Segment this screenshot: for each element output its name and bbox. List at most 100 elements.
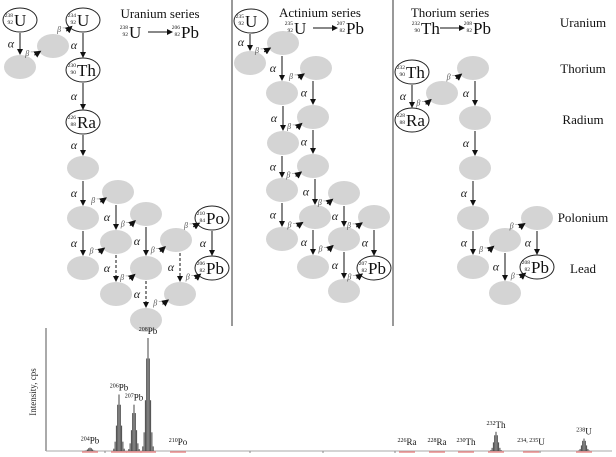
intermediate-nuclide	[489, 281, 521, 305]
peak-bar	[114, 441, 116, 451]
intermediate-nuclide	[328, 279, 360, 303]
peak-symbol: Pb	[119, 383, 129, 393]
mass-number: 210	[197, 211, 206, 217]
peak-bar	[85, 450, 87, 451]
mass-number: 207	[359, 261, 368, 267]
intermediate-nuclide	[297, 154, 329, 178]
atomic-number: 88	[71, 122, 77, 128]
series-title: Uranium series	[120, 6, 199, 21]
alpha-label: α	[134, 287, 141, 301]
peak-bar	[129, 443, 131, 451]
alpha-label: α	[301, 135, 308, 149]
alpha-label: α	[301, 86, 308, 100]
beta-decay-arrow	[326, 244, 334, 253]
nuclide-ellipse	[356, 255, 392, 281]
peak-bar	[584, 440, 586, 451]
peak-bar	[117, 404, 119, 451]
beta-decay-arrow	[263, 47, 272, 55]
intermediate-nuclide	[457, 56, 489, 80]
beta-decay-arrow	[192, 222, 201, 230]
peak-mass: 230	[457, 438, 466, 444]
peak-bar	[138, 449, 140, 451]
mass-number: 206	[197, 261, 206, 267]
peak-label: 230Th	[457, 437, 476, 447]
alpha-label: α	[461, 236, 468, 250]
peak-bar	[492, 442, 494, 451]
mass-number: 238	[5, 13, 14, 19]
alpha-label: α	[493, 260, 500, 274]
nuclide-ellipse	[65, 109, 101, 135]
peak-230th: 230Th	[457, 437, 476, 453]
nuclide-ellipse	[394, 107, 430, 133]
beta-decay-arrow	[98, 197, 107, 205]
intermediate-nuclide	[267, 131, 299, 155]
element-symbol: Ra	[406, 111, 425, 130]
beta-label: β⁻	[509, 222, 519, 231]
nuclide-ellipse	[65, 7, 101, 33]
intermediate-nuclide	[457, 255, 489, 279]
alpha-label: α	[134, 234, 141, 248]
mass-number: 235	[285, 21, 294, 27]
peak-bar	[146, 358, 148, 451]
peak-bar	[147, 338, 149, 451]
atomic-number: 84	[200, 218, 206, 224]
beta-decay-arrow	[517, 222, 526, 231]
atomic-number: 92	[288, 28, 294, 34]
peak-234-235u: 234, 235U	[517, 437, 545, 453]
alpha-label: α	[8, 37, 15, 51]
peak-bar	[89, 447, 91, 451]
alpha-label: α	[270, 160, 277, 174]
peak-bar	[152, 446, 154, 451]
intermediate-nuclide	[266, 178, 298, 202]
peak-228ra: 228Ra	[428, 437, 447, 453]
alpha-label: α	[362, 236, 369, 250]
alpha-label: α	[104, 261, 111, 275]
mass-number: 206	[172, 25, 181, 31]
peak-label: 204Pb	[81, 436, 100, 446]
peak-238u: 238U	[576, 427, 592, 453]
row-label-polonium: Polonium	[558, 210, 609, 225]
atomic-number: 88	[400, 120, 406, 126]
peak-symbol: Th	[496, 420, 506, 430]
alpha-label: α	[463, 86, 470, 100]
beta-decay-arrow	[294, 171, 303, 179]
alpha-label: α	[71, 186, 78, 200]
peak-bar	[134, 413, 136, 451]
intermediate-nuclide	[267, 31, 299, 55]
intermediate-nuclide	[426, 81, 458, 105]
peak-symbol: Po	[178, 437, 188, 447]
alpha-label: α	[200, 236, 207, 250]
element-symbol: Th	[77, 61, 96, 80]
beta-label: β⁻	[89, 247, 99, 256]
peak-mass: 204	[81, 437, 90, 443]
beta-label: β⁻	[150, 246, 160, 255]
intermediate-nuclide	[67, 206, 99, 230]
beta-decay-arrow	[97, 247, 106, 255]
beta-label: β⁻	[317, 198, 327, 207]
peak-bar	[495, 431, 497, 451]
mass-number: 207	[337, 21, 346, 27]
peak-mass: 234, 235	[517, 438, 538, 444]
peak-bar	[113, 448, 115, 451]
beta-label: β⁻	[152, 298, 162, 307]
y-axis-label: Intensity, cps	[28, 368, 38, 416]
peak-mass: 226	[398, 438, 407, 444]
atomic-number: 82	[467, 28, 473, 34]
peak-bar	[500, 450, 502, 451]
nuclide-ellipse	[394, 59, 430, 85]
intermediate-nuclide	[4, 55, 36, 79]
element-symbol: Pb	[206, 259, 224, 278]
nuclide-ellipse	[233, 8, 269, 34]
peak-mass: 206	[110, 384, 119, 390]
mass-number: 232	[397, 65, 406, 71]
